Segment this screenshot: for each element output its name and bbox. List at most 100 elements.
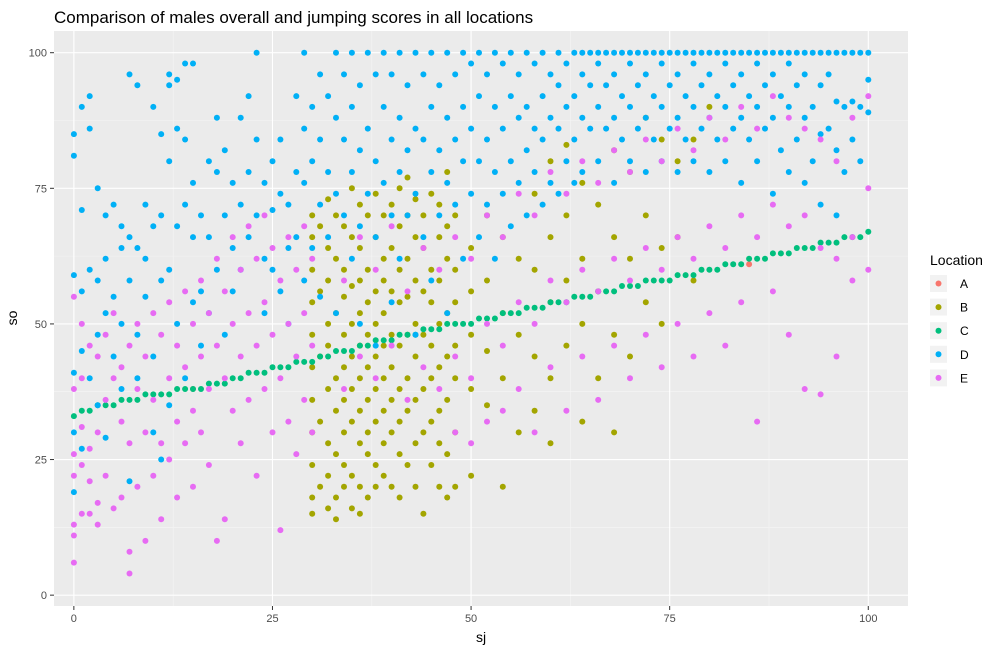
data-point: [849, 114, 856, 121]
data-point: [531, 125, 538, 132]
data-point: [158, 516, 165, 523]
data-point: [428, 103, 435, 110]
data-point: [309, 245, 316, 251]
data-point: [531, 429, 538, 436]
data-point: [674, 169, 681, 175]
data-point: [436, 364, 443, 371]
data-point: [174, 342, 181, 349]
data-point: [126, 478, 133, 485]
data-point: [404, 212, 411, 219]
data-point: [515, 386, 522, 392]
data-point: [817, 49, 824, 56]
data-point: [754, 418, 761, 425]
data-point: [78, 207, 85, 213]
data-point: [706, 169, 713, 175]
data-point: [110, 505, 117, 512]
data-point: [714, 266, 721, 273]
data-point: [555, 82, 562, 89]
data-point: [174, 223, 181, 230]
data-point: [603, 49, 610, 56]
data-point: [261, 255, 268, 262]
data-point: [650, 49, 657, 56]
data-point: [801, 212, 808, 219]
data-point: [801, 179, 808, 186]
data-point: [404, 331, 411, 338]
data-point: [563, 141, 570, 148]
data-point: [563, 407, 570, 414]
data-point: [277, 136, 284, 143]
data-point: [70, 272, 77, 279]
data-point: [690, 147, 697, 154]
data-point: [523, 304, 530, 311]
data-point: [70, 489, 77, 496]
data-point: [714, 49, 721, 56]
data-point: [110, 353, 117, 360]
x-tick-label: 100: [859, 613, 877, 625]
data-point: [174, 494, 181, 501]
data-point: [825, 125, 832, 132]
data-point: [388, 337, 395, 344]
data-point: [547, 440, 554, 447]
data-point: [412, 49, 419, 56]
data-point: [674, 125, 681, 132]
data-point: [428, 169, 435, 175]
data-point: [325, 505, 332, 512]
data-point: [110, 310, 117, 317]
data-point: [690, 158, 697, 165]
data-point: [579, 158, 586, 165]
data-point: [134, 375, 141, 382]
data-point: [849, 234, 856, 241]
data-point: [658, 266, 665, 273]
data-point: [285, 364, 292, 371]
data-point: [587, 125, 594, 132]
data-point: [436, 82, 443, 89]
data-point: [674, 114, 681, 121]
data-point: [70, 152, 77, 159]
data-point: [611, 179, 618, 186]
data-point: [460, 158, 467, 165]
data-point: [817, 201, 824, 208]
data-point: [579, 114, 586, 121]
data-point: [285, 245, 292, 251]
data-point: [611, 234, 618, 241]
data-point: [86, 478, 93, 485]
data-point: [420, 71, 427, 78]
data-point: [531, 212, 538, 219]
data-point: [309, 331, 316, 338]
data-point: [341, 483, 347, 490]
data-point: [706, 266, 713, 273]
data-point: [515, 179, 522, 186]
data-point: [150, 472, 157, 479]
data-point: [205, 310, 212, 317]
data-point: [269, 331, 276, 338]
y-tick-label: 100: [29, 48, 47, 60]
data-point: [126, 277, 133, 284]
data-point: [341, 277, 347, 284]
data-point: [341, 396, 347, 403]
data-point: [698, 266, 705, 273]
data-point: [595, 288, 602, 295]
data-point: [86, 266, 93, 273]
data-point: [849, 136, 856, 143]
data-point: [452, 483, 459, 490]
data-point: [603, 288, 610, 295]
data-point: [285, 320, 292, 327]
data-point: [730, 125, 737, 132]
data-point: [746, 261, 753, 268]
data-point: [309, 158, 316, 165]
data-point: [356, 440, 363, 447]
data-point: [436, 407, 443, 414]
data-point: [507, 223, 514, 230]
data-point: [182, 440, 189, 447]
data-point: [341, 266, 347, 273]
data-point: [213, 169, 220, 175]
data-point: [865, 76, 872, 83]
data-point: [809, 103, 816, 110]
data-point: [325, 440, 332, 447]
data-point: [158, 131, 165, 138]
data-point: [213, 266, 220, 273]
data-point: [174, 320, 181, 327]
data-point: [722, 342, 729, 349]
data-point: [325, 320, 332, 327]
data-point: [356, 245, 363, 251]
